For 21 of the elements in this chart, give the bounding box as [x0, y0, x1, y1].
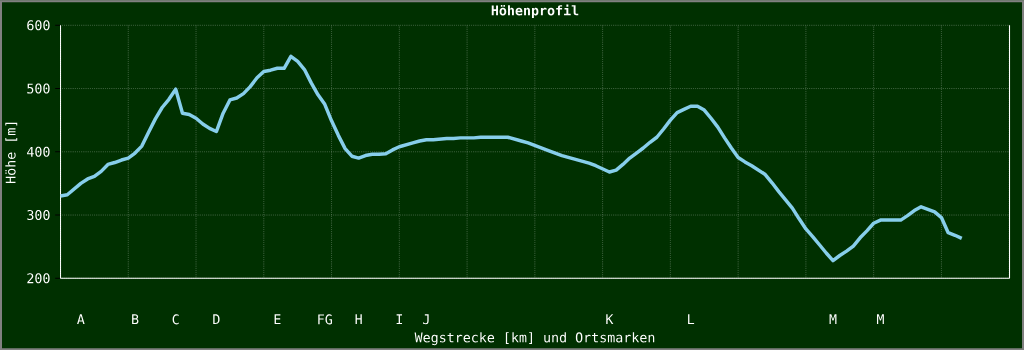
x-tick-label: H	[355, 314, 362, 324]
y-tick-label: 200	[27, 273, 50, 284]
x-tick-label: C	[172, 314, 179, 325]
x-tick-label: K	[606, 314, 614, 324]
x-tick-label: A	[77, 314, 85, 324]
y-tick-label: 400	[27, 146, 50, 157]
x-tick-label: M	[876, 314, 884, 324]
x-tick-label: D	[213, 314, 220, 324]
x-tick-label: I	[396, 314, 403, 324]
chart-title: Höhenprofil	[491, 4, 579, 18]
x-tick-label: L	[688, 314, 695, 324]
x-axis-title: Wegstrecke [km] und Ortsmarken	[414, 332, 655, 345]
y-tick-label: 500	[27, 83, 50, 94]
y-tick-label: 300	[27, 209, 50, 220]
x-tick-label: E	[274, 314, 281, 324]
x-tick-label: J	[423, 314, 429, 325]
y-tick-label: 600	[27, 20, 50, 31]
x-tick-label: M	[829, 314, 837, 324]
x-tick-label: B	[132, 314, 139, 324]
x-tick-label: FG	[318, 314, 332, 325]
y-axis-title: Höhe [m]	[5, 122, 18, 183]
